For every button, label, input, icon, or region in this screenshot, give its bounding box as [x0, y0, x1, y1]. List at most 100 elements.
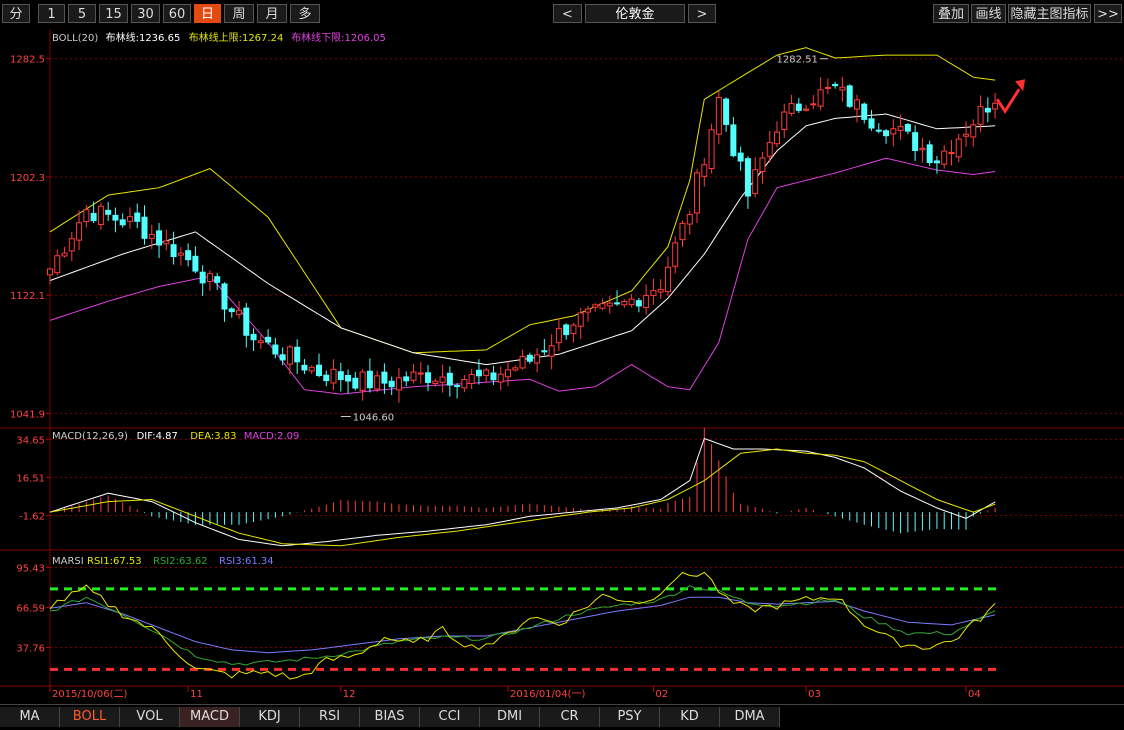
rsi-legend-1: RSI1:67.53	[87, 556, 142, 567]
candle-body	[570, 324, 577, 335]
period-5-button[interactable]: 5	[68, 4, 96, 23]
prev-symbol-button[interactable]: <	[553, 4, 582, 23]
period-minute-button[interactable]: 分	[2, 4, 30, 23]
red-up-arrow-icon	[995, 88, 1021, 115]
candle-body	[294, 346, 301, 363]
period-multi-button[interactable]: 多	[290, 4, 320, 23]
x-tick-label: 2015/10/06(二)	[52, 689, 128, 700]
candle-body	[257, 340, 264, 344]
rsi1-line	[49, 571, 996, 680]
tab-rsi[interactable]: RSI	[300, 707, 360, 727]
indicator-tabbar: MA BOLL VOL MACD KDJ RSI BIAS CCI DMI CR…	[0, 704, 1124, 730]
candle-body	[694, 172, 701, 214]
candle-body	[963, 133, 970, 137]
hide-main-indicator-button[interactable]: 隐藏主图指标	[1008, 4, 1091, 23]
y-tick-label: 34.65	[16, 435, 45, 446]
y-tick-label: -1.62	[19, 512, 45, 523]
candle-body	[657, 288, 664, 293]
period-15-button[interactable]: 15	[99, 4, 128, 23]
candle-body	[236, 309, 243, 315]
period-month-button[interactable]: 月	[257, 4, 287, 23]
candle-body	[163, 240, 170, 245]
candle-body	[926, 144, 933, 163]
candle-body	[90, 212, 97, 222]
candle-body	[388, 380, 395, 388]
period-week-button[interactable]: 周	[224, 4, 254, 23]
x-tick-label: 03	[808, 689, 821, 700]
candle-body	[948, 151, 955, 154]
candle-body	[156, 230, 163, 246]
candle-body	[599, 303, 606, 309]
overlay-button[interactable]: 叠加	[933, 4, 969, 23]
candle-body	[395, 377, 402, 391]
tab-kd[interactable]: KD	[660, 707, 720, 727]
tab-vol[interactable]: VOL	[120, 707, 180, 727]
candle-body	[548, 345, 555, 357]
candle-body	[759, 157, 766, 172]
boll-legend-2: 布林线上限:1267.24	[189, 31, 284, 44]
y-tick-label: 37.76	[16, 643, 45, 654]
candle-body	[563, 324, 570, 336]
candle-body	[119, 219, 126, 226]
tab-cr[interactable]: CR	[540, 707, 600, 727]
candle-body	[279, 354, 286, 361]
candle-body	[315, 364, 322, 376]
period-day-button[interactable]: 日	[194, 4, 221, 23]
candle-body	[417, 372, 424, 375]
period-1-button[interactable]: 1	[38, 4, 65, 23]
candle-body	[141, 216, 148, 239]
candle-body	[76, 222, 83, 241]
boll-legend-0: BOLL(20)	[52, 33, 98, 44]
rsi-legend-2: RSI2:63.62	[153, 556, 208, 567]
candle-body	[286, 346, 293, 365]
y-tick-label: 16.51	[16, 473, 45, 484]
candle-body	[468, 374, 475, 384]
next-symbol-button[interactable]: >	[688, 4, 716, 23]
candle-body	[955, 138, 962, 158]
candle-body	[744, 158, 751, 197]
candle-body	[708, 129, 715, 170]
candle-body	[301, 364, 308, 371]
candle-body	[984, 107, 991, 113]
candle-body	[199, 271, 206, 284]
candle-body	[686, 214, 693, 225]
tab-boll[interactable]: BOLL	[60, 707, 120, 727]
candle-body	[83, 209, 90, 223]
candle-body	[774, 131, 780, 145]
candle-body	[272, 344, 279, 355]
period-30-button[interactable]: 30	[131, 4, 160, 23]
boll-legend-3: 布林线下限:1206.05	[291, 31, 386, 44]
tab-cci[interactable]: CCI	[420, 707, 480, 727]
candle-body	[970, 124, 977, 138]
candle-body	[650, 290, 657, 296]
candle-body	[148, 234, 155, 239]
tab-ma[interactable]: MA	[0, 707, 60, 727]
candle-body	[206, 273, 213, 282]
tab-psy[interactable]: PSY	[600, 707, 660, 727]
tab-kdj[interactable]: KDJ	[240, 707, 300, 727]
chart-area[interactable]: 1282.5 1202.3 1122.1 1041.9 34.65 16.51 -1.62 9…	[0, 27, 1124, 704]
candle-body	[534, 354, 541, 364]
candle-body	[752, 169, 759, 194]
candle-body	[846, 85, 853, 107]
draw-line-button[interactable]: 画线	[971, 4, 1006, 23]
tab-dma[interactable]: DMA	[720, 707, 780, 727]
candle-body	[868, 118, 875, 129]
candle-body	[664, 266, 671, 293]
candle-body	[374, 375, 381, 390]
candle-body	[584, 308, 591, 313]
period-60-button[interactable]: 60	[163, 4, 191, 23]
candle-body	[359, 371, 366, 392]
tab-bias[interactable]: BIAS	[360, 707, 420, 727]
more-button[interactable]: >>	[1094, 4, 1122, 23]
rsi3-line	[49, 596, 996, 654]
candle-body	[519, 355, 526, 369]
tab-macd[interactable]: MACD	[180, 707, 240, 727]
candle-body	[817, 89, 824, 107]
candle-body	[723, 98, 730, 125]
x-tick-label: 11	[190, 689, 203, 700]
candle-body	[766, 142, 773, 157]
candle-body	[737, 152, 744, 162]
candle-body	[614, 302, 621, 305]
tab-dmi[interactable]: DMI	[480, 707, 540, 727]
